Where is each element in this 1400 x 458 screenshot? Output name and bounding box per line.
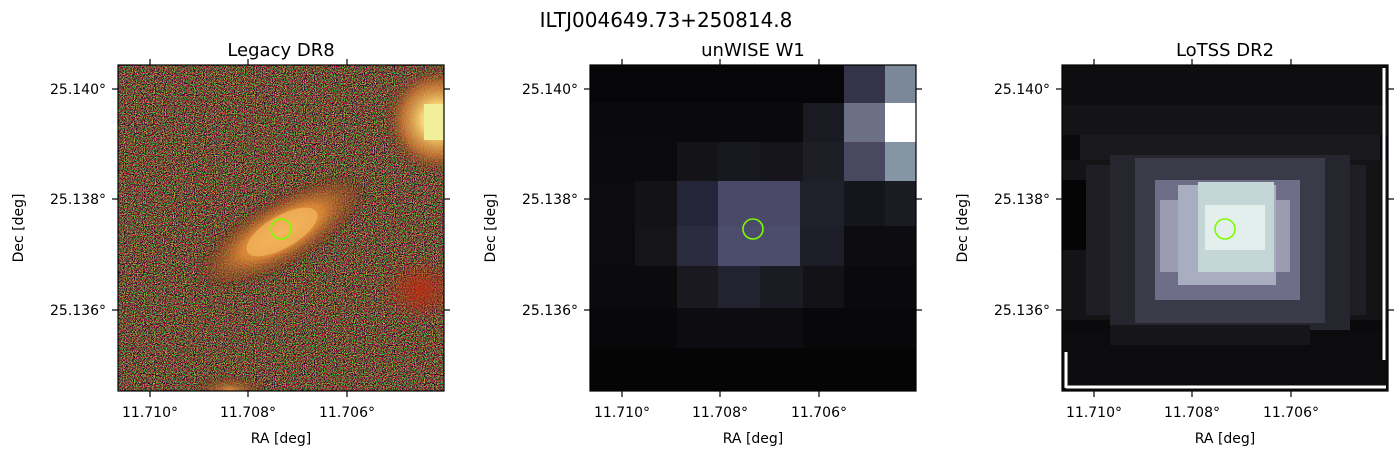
infrared-image	[590, 65, 916, 391]
source-marker	[270, 218, 292, 240]
x-axis-label: RA [deg]	[1195, 431, 1256, 447]
xtick-label: 11.708°	[692, 405, 748, 421]
ticks	[1056, 59, 1394, 397]
panel-title: unWISE W1	[701, 40, 805, 61]
xtick-label: 11.706°	[1263, 405, 1319, 421]
ytick-label: 25.138°	[522, 192, 578, 208]
ticks	[584, 59, 922, 397]
y-axis-label: Dec [deg]	[11, 194, 27, 263]
axes-frame	[117, 64, 445, 392]
ytick-label: 25.140°	[50, 82, 106, 98]
ytick-label: 25.136°	[50, 303, 106, 319]
source-marker	[1214, 218, 1236, 240]
optical-image	[118, 65, 444, 391]
panel-unwise: unWISE W1	[483, 40, 922, 447]
axes-frame	[589, 64, 917, 392]
xtick-label: 11.710°	[122, 405, 178, 421]
radio-image	[1062, 65, 1388, 391]
panel-lotss: LoTSS DR2	[955, 40, 1394, 447]
xtick-label: 11.710°	[1066, 405, 1122, 421]
panel-legacy: Legacy DR8 11.710° 11.708° 11.706° 25.14…	[11, 40, 450, 447]
xtick-label: 11.708°	[1164, 405, 1220, 421]
ytick-label: 25.136°	[522, 303, 578, 319]
y-axis-label: Dec [deg]	[483, 194, 499, 263]
xtick-label: 11.710°	[594, 405, 650, 421]
x-axis-label: RA [deg]	[251, 431, 312, 447]
panel-title: Legacy DR8	[227, 40, 334, 61]
ytick-label: 25.138°	[50, 192, 106, 208]
xtick-label: 11.706°	[791, 405, 847, 421]
xtick-label: 11.706°	[319, 405, 375, 421]
axes-frame	[1061, 64, 1389, 392]
ytick-label: 25.140°	[994, 82, 1050, 98]
ytick-label: 25.140°	[522, 82, 578, 98]
xtick-label: 11.708°	[220, 405, 276, 421]
source-marker	[742, 218, 764, 240]
ytick-label: 25.136°	[994, 303, 1050, 319]
ticks	[112, 59, 450, 397]
ytick-label: 25.138°	[994, 192, 1050, 208]
figure-title: ILTJ004649.73+250814.8	[540, 8, 793, 32]
panel-title: LoTSS DR2	[1176, 40, 1274, 61]
x-axis-label: RA [deg]	[723, 431, 784, 447]
y-axis-label: Dec [deg]	[955, 194, 971, 263]
